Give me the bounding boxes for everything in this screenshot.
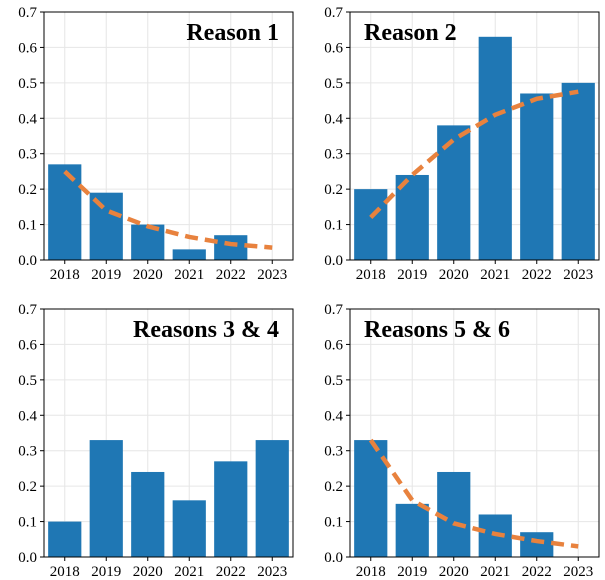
x-tick-label: 2018 xyxy=(50,267,80,283)
chart-title: Reason 1 xyxy=(186,20,279,46)
x-tick-label: 2020 xyxy=(133,267,163,283)
x-tick-label: 2021 xyxy=(480,564,510,580)
x-tick-label: 2023 xyxy=(257,564,287,580)
y-tick-label: 0.3 xyxy=(18,147,37,163)
y-tick-label: 0.7 xyxy=(18,302,37,318)
y-tick-label: 0.0 xyxy=(18,550,37,566)
y-tick-label: 0.1 xyxy=(18,218,37,234)
x-tick-label: 2022 xyxy=(522,267,552,283)
x-tick-label: 2022 xyxy=(522,564,552,580)
y-tick-label: 0.2 xyxy=(18,479,37,495)
bar-2020 xyxy=(131,224,165,260)
y-tick-label: 0.5 xyxy=(18,76,37,92)
trend-line xyxy=(369,89,579,220)
y-tick-label: 0.6 xyxy=(18,40,37,56)
bar-2020 xyxy=(437,471,471,557)
y-tick-label: 0.0 xyxy=(324,550,343,566)
chart-panel-2: 0.0 0.1 0.2 0.3 0.4 0.5 0.6 0.7 2018 2019 2020 2021… xyxy=(324,5,600,283)
plot-frame xyxy=(43,308,294,558)
x-tick-label: 2018 xyxy=(356,267,386,283)
bar-2019 xyxy=(89,192,123,260)
x-tick-label: 2023 xyxy=(563,267,593,283)
y-tick-label: 0.2 xyxy=(18,182,37,198)
y-tick-label: 0.1 xyxy=(18,515,37,531)
y-tick-label: 0.0 xyxy=(324,253,343,269)
chart-panel-4: 0.0 0.1 0.2 0.3 0.4 0.5 0.6 0.7 2018 2019 2020 2021… xyxy=(324,302,600,580)
y-tick-label: 0.6 xyxy=(324,40,343,56)
x-tick-label: 2022 xyxy=(216,564,246,580)
bar-2023 xyxy=(561,82,595,260)
y-tick-label: 0.7 xyxy=(324,5,343,21)
y-tick-label: 0.6 xyxy=(324,337,343,353)
y-tick-label: 0.3 xyxy=(324,147,343,163)
x-tick-label: 2019 xyxy=(397,267,427,283)
bar-2021 xyxy=(172,249,206,260)
x-tick-label: 2023 xyxy=(563,564,593,580)
x-tick-label: 2021 xyxy=(174,267,204,283)
x-tick-label: 2020 xyxy=(133,564,163,580)
y-tick-label: 0.5 xyxy=(324,373,343,389)
x-tick-label: 2019 xyxy=(91,267,121,283)
x-tick-label: 2023 xyxy=(257,267,287,283)
y-tick-label: 0.0 xyxy=(18,253,37,269)
bar-2023 xyxy=(255,440,289,557)
bar-2022 xyxy=(214,461,248,557)
bar-2020 xyxy=(131,471,165,557)
plot-frame xyxy=(349,11,600,261)
bar-2018 xyxy=(354,189,388,260)
y-tick-label: 0.7 xyxy=(18,5,37,21)
bar-2022 xyxy=(214,235,248,260)
y-tick-label: 0.1 xyxy=(324,218,343,234)
bar-2018 xyxy=(48,521,82,557)
x-tick-label: 2020 xyxy=(439,267,469,283)
bar-2022 xyxy=(520,532,554,557)
trend-line xyxy=(368,438,579,549)
x-tick-label: 2018 xyxy=(50,564,80,580)
x-tick-label: 2022 xyxy=(216,267,246,283)
y-tick-label: 0.7 xyxy=(324,302,343,318)
trend-line xyxy=(63,169,273,250)
bar-2018 xyxy=(48,164,82,260)
y-tick-label: 0.3 xyxy=(18,444,37,460)
chart-title: Reasons 3 & 4 xyxy=(133,317,279,343)
bar-2022 xyxy=(520,93,554,260)
x-tick-label: 2019 xyxy=(397,564,427,580)
y-tick-label: 0.1 xyxy=(324,515,343,531)
bar-2020 xyxy=(437,125,471,260)
bar-2019 xyxy=(89,440,123,557)
x-tick-label: 2019 xyxy=(91,564,121,580)
y-tick-label: 0.4 xyxy=(18,111,37,127)
bar-2021 xyxy=(478,36,512,260)
plot-frame xyxy=(349,308,600,558)
plot-frame xyxy=(43,11,294,261)
chart-title: Reasons 5 & 6 xyxy=(364,317,510,343)
x-tick-label: 2020 xyxy=(439,564,469,580)
bar-2019 xyxy=(395,503,429,557)
x-tick-label: 2018 xyxy=(356,564,386,580)
chart-title: Reason 2 xyxy=(364,20,457,46)
y-tick-label: 0.5 xyxy=(18,373,37,389)
x-tick-label: 2021 xyxy=(480,267,510,283)
x-tick-label: 2021 xyxy=(174,564,204,580)
y-tick-label: 0.2 xyxy=(324,182,343,198)
y-tick-label: 0.6 xyxy=(18,337,37,353)
y-tick-label: 0.4 xyxy=(324,408,343,424)
y-tick-label: 0.4 xyxy=(18,408,37,424)
bar-2021 xyxy=(172,500,206,557)
y-tick-label: 0.3 xyxy=(324,444,343,460)
y-tick-label: 0.5 xyxy=(324,76,343,92)
chart-panel-1: 0.0 0.1 0.2 0.3 0.4 0.5 0.6 0.7 2018 2019 2020 2021… xyxy=(18,5,294,283)
y-tick-label: 0.2 xyxy=(324,479,343,495)
y-tick-label: 0.4 xyxy=(324,111,343,127)
chart-panel-3: 0.0 0.1 0.2 0.3 0.4 0.5 0.6 0.7 2018 2019 2020 2021… xyxy=(18,302,294,580)
